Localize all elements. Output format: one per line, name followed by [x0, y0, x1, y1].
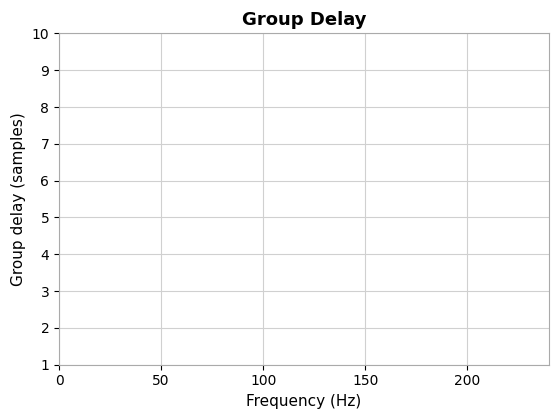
Y-axis label: Group delay (samples): Group delay (samples): [11, 112, 26, 286]
X-axis label: Frequency (Hz): Frequency (Hz): [246, 394, 362, 409]
Title: Group Delay: Group Delay: [242, 11, 366, 29]
